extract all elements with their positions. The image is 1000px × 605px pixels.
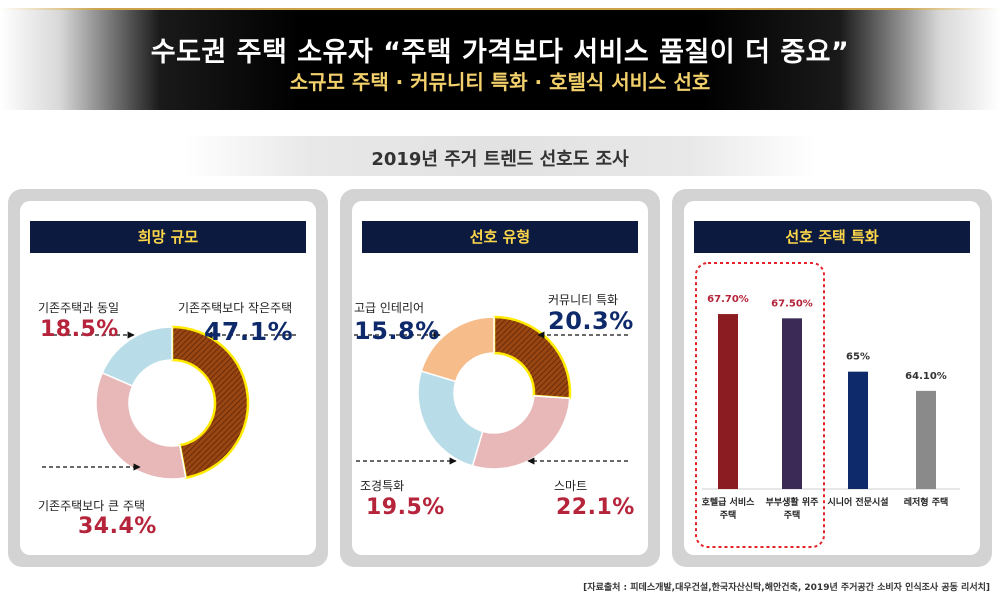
type-donut-chart: [354, 315, 628, 470]
survey-title: 2019년 주거 트렌드 선호도 조사: [371, 149, 629, 170]
size-donut-slice-1: [95, 371, 187, 480]
size-value-larger: 34.4%: [78, 514, 157, 539]
type-donut-slice-1: [471, 395, 571, 470]
bar-category-label-0-line-0: 호텔급 서비스: [702, 496, 756, 508]
bar-value-label-0: 67.70%: [707, 294, 749, 305]
size-value-same: 18.5%: [40, 317, 119, 342]
title-banner: 수도권 주택 소유자 “주택 가격보다 서비스 품질이 더 중요” 소규모 주택…: [0, 8, 1000, 110]
size-label-same: 기존주택과 동일: [38, 301, 120, 315]
panel-type-inner: 선호 유형 고급 인테리어 15.8% 커뮤니티 특화 20.3% 조경특화 1…: [352, 201, 648, 555]
page-title: 수도권 주택 소유자 “주택 가격보다 서비스 품질이 더 중요”: [150, 37, 850, 68]
size-value-smaller: 47.1%: [204, 317, 294, 346]
type-label-landscape: 조경특화: [360, 479, 405, 493]
panel-size-header: 희망 규모: [30, 221, 306, 253]
type-label-smart: 스마트: [554, 479, 588, 493]
bar-category-label-3: 레저형 주택: [904, 496, 949, 508]
type-donut-slice-2: [417, 370, 484, 467]
type-value-community: 20.3%: [548, 307, 634, 335]
bar-category-label-0-line-1: 주택: [720, 510, 737, 521]
bar-value-label-2: 65%: [846, 352, 870, 363]
survey-title-bar: 2019년 주거 트렌드 선호도 조사: [185, 136, 815, 176]
panel-type-header: 선호 유형: [362, 221, 638, 253]
size-donut-slice-0: [170, 325, 250, 480]
type-value-landscape: 19.5%: [366, 495, 445, 520]
size-label-larger: 기존주택보다 큰 주택: [38, 499, 145, 513]
panel-specialty-header: 선호 주택 특화: [694, 221, 970, 253]
panel-size: 희망 규모 기존주택과 동일 18.5% 기존주택보다 작은주택 47.1% 기…: [8, 189, 328, 567]
type-label-interior: 고급 인테리어: [354, 301, 425, 315]
bar-2: [848, 371, 868, 489]
highlight-box: [695, 262, 825, 548]
type-label-community: 커뮤니티 특화: [548, 293, 619, 307]
size-label-smaller: 기존주택보다 작은주택: [178, 301, 293, 315]
bar-category-label-2: 시니어 전문시설: [827, 496, 888, 508]
source-note: [자료출처 : 피데스개발,대우건설,한국자산신탁,해안건축, 2019년 주거…: [583, 583, 990, 593]
type-value-interior: 15.8%: [354, 317, 440, 345]
page-subtitle: 소규모 주택 · 커뮤니티 특화 · 호텔식 서비스 선호: [289, 70, 711, 94]
bar-3: [916, 390, 936, 489]
panel-specialty-inner: 선호 주택 특화 67.70% 호텔급 서비스 주택 67.50% 부부생활 위주 주택 6…: [684, 201, 980, 555]
panel-size-inner: 희망 규모 기존주택과 동일 18.5% 기존주택보다 작은주택 47.1% 기…: [20, 201, 316, 555]
bar-category-label-1-line-1: 주택: [784, 510, 801, 521]
bar-value-label-3: 64.10%: [905, 371, 947, 382]
bar-category-label-1-line-0: 부부생활 위주: [766, 496, 819, 508]
size-donut-chart: [42, 325, 296, 480]
bar-value-label-1: 67.50%: [771, 298, 813, 309]
panel-specialty: 선호 주택 특화 67.70% 호텔급 서비스 주택 67.50% 부부생활 위주 주택 6…: [672, 189, 992, 567]
type-value-smart: 22.1%: [556, 495, 635, 520]
size-donut-slice-2: [101, 326, 173, 387]
panel-type: 선호 유형 고급 인테리어 15.8% 커뮤니티 특화 20.3% 조경특화 1…: [340, 189, 660, 567]
gold-divider: [0, 8, 1000, 10]
bar-1: [782, 318, 802, 489]
type-donut-slice-0: [492, 315, 572, 400]
bar-0: [718, 314, 738, 489]
type-donut-slice-3: [420, 316, 495, 383]
